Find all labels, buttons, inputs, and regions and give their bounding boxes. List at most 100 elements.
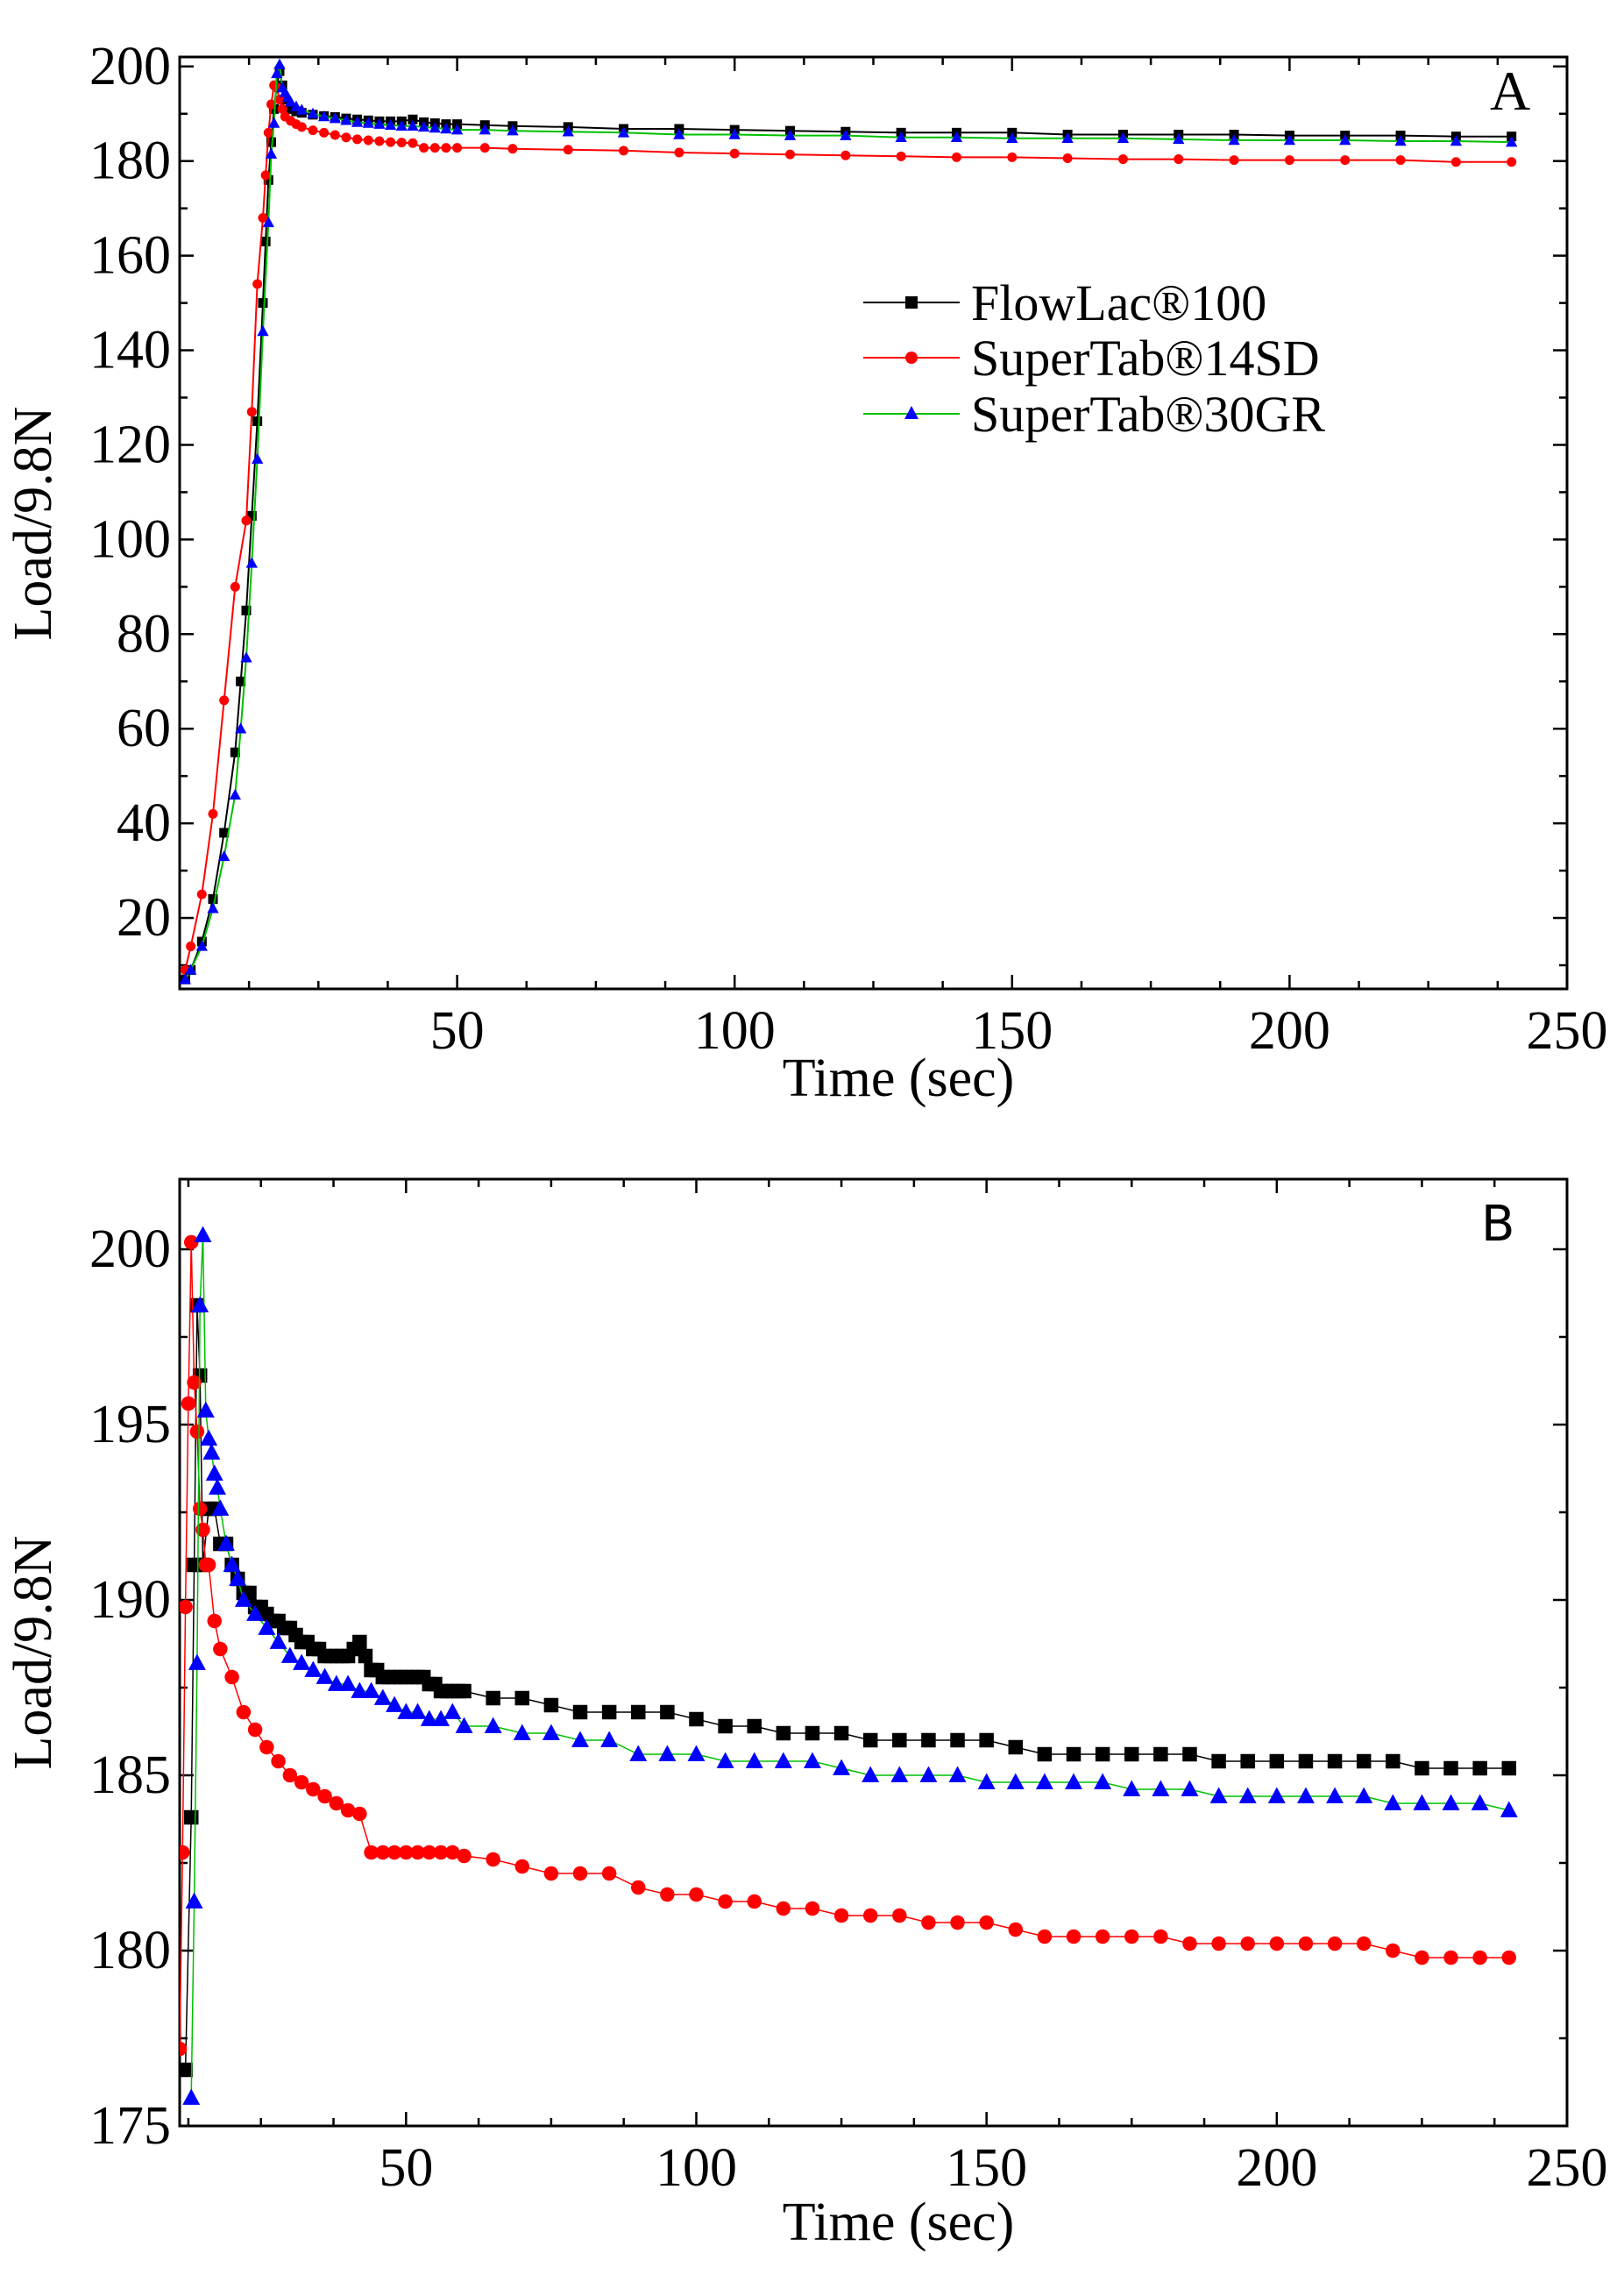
data-point-supertab30gr-b xyxy=(217,1534,235,1551)
data-point-supertab14sd-b xyxy=(399,1845,414,1860)
data-point-flowlac100-b xyxy=(1298,1753,1314,1769)
data-point-supertab14sd-a xyxy=(330,130,340,140)
data-point-supertab14sd-a xyxy=(246,407,257,417)
data-point-supertab14sd-b xyxy=(1095,1929,1110,1944)
data-point-supertab14sd-b xyxy=(187,1375,202,1390)
data-point-supertab30gr-b xyxy=(196,1401,215,1418)
data-point-supertab30gr-a xyxy=(1339,133,1351,146)
data-point-supertab14sd-a xyxy=(896,151,906,161)
data-point-supertab30gr-a xyxy=(1283,133,1296,146)
data-point-supertab30gr-b xyxy=(484,1717,502,1733)
data-point-supertab30gr-a xyxy=(1061,132,1074,144)
data-point-supertab30gr-b xyxy=(542,1724,560,1740)
data-point-supertab30gr-b xyxy=(194,1226,212,1242)
data-point-supertab14sd-a xyxy=(396,138,407,148)
y-tick-label-a: 120 xyxy=(89,415,171,474)
data-point-supertab14sd-b xyxy=(457,1848,472,1864)
series-line-supertab30gr-b xyxy=(190,1234,1509,2099)
legend-marker-flowlac xyxy=(905,296,918,309)
data-point-supertab30gr-b xyxy=(687,1745,706,1761)
y-tick-label-a: 60 xyxy=(117,699,171,758)
data-point-flowlac100-b xyxy=(1269,1753,1285,1769)
y-tick-label-a: 200 xyxy=(89,37,171,96)
data-point-supertab30gr-b xyxy=(1006,1773,1025,1789)
data-point-supertab30gr-a xyxy=(340,114,352,125)
data-point-supertab30gr-a xyxy=(218,850,230,862)
data-point-supertab14sd-a xyxy=(429,143,440,153)
series-flowlac100-b xyxy=(180,1297,1517,2078)
data-point-supertab30gr-a xyxy=(562,125,574,137)
data-point-supertab30gr-b xyxy=(629,1745,648,1761)
data-point-supertab30gr-a xyxy=(185,963,197,975)
series-line-supertab30gr-a xyxy=(184,64,1512,980)
x-tick-label-b: 200 xyxy=(1236,2138,1317,2198)
data-point-supertab14sd-b xyxy=(352,1806,367,1822)
data-point-supertab14sd-a xyxy=(274,95,285,105)
chart-panel-a: 50 100 150 200 250 20 40 60 80 100 120 140 160 180 200… xyxy=(4,37,1608,1108)
data-point-supertab30gr-b xyxy=(209,1478,227,1495)
data-point-supertab14sd-a xyxy=(230,581,240,592)
data-point-supertab30gr-a xyxy=(1228,133,1240,146)
data-point-supertab30gr-b xyxy=(1238,1787,1257,1803)
data-point-supertab14sd-b xyxy=(180,1599,193,1615)
data-point-supertab30gr-b xyxy=(397,1703,415,1719)
data-point-supertab14sd-a xyxy=(252,279,263,289)
data-point-supertab30gr-b xyxy=(205,1464,223,1481)
data-point-supertab30gr-b xyxy=(571,1731,589,1747)
data-point-supertab14sd-b xyxy=(776,1901,791,1916)
data-point-flowlac100-b xyxy=(514,1690,530,1706)
data-point-supertab30gr-b xyxy=(223,1555,241,1572)
data-point-supertab30gr-b xyxy=(191,1296,209,1312)
data-point-supertab30gr-b xyxy=(455,1717,473,1733)
data-point-supertab30gr-a xyxy=(429,121,441,133)
data-point-supertab30gr-a xyxy=(728,128,741,139)
x-tick-label-b: 150 xyxy=(946,2138,1027,2198)
data-point-supertab14sd-b xyxy=(213,1641,228,1657)
data-point-supertab14sd-b xyxy=(950,1915,965,1930)
data-point-supertab14sd-a xyxy=(1007,152,1018,162)
data-point-supertab30gr-b xyxy=(1296,1787,1315,1803)
data-point-supertab30gr-b xyxy=(833,1759,851,1775)
data-point-supertab14sd-b xyxy=(1037,1929,1053,1944)
data-point-supertab30gr-a xyxy=(295,103,308,115)
data-point-supertab14sd-a xyxy=(363,135,373,146)
data-point-supertab30gr-b xyxy=(293,1653,311,1670)
data-point-supertab30gr-a xyxy=(617,126,630,138)
data-point-supertab30gr-a xyxy=(784,129,797,140)
data-point-supertab14sd-a xyxy=(1174,154,1184,165)
data-point-supertab30gr-b xyxy=(432,1710,450,1726)
data-point-flowlac100-a xyxy=(258,298,268,309)
series-group-b xyxy=(180,1226,1518,2105)
data-point-supertab14sd-a xyxy=(266,99,276,110)
data-point-supertab14sd-b xyxy=(486,1852,500,1867)
data-point-flowlac100-a xyxy=(291,106,301,117)
y-axis-title-b: Load/9.8N xyxy=(4,1536,63,1770)
data-point-supertab30gr-a xyxy=(1117,132,1130,144)
data-point-supertab30gr-a xyxy=(450,124,464,135)
data-point-supertab14sd-a xyxy=(241,515,252,526)
data-point-supertab14sd-b xyxy=(862,1908,878,1923)
data-point-supertab30gr-b xyxy=(443,1703,462,1719)
data-point-supertab14sd-b xyxy=(180,2041,188,2057)
data-point-supertab30gr-b xyxy=(316,1667,334,1684)
legend: FlowLac®100 SuperTab®14SD SuperTab®30GR xyxy=(863,274,1325,443)
data-point-flowlac100-b xyxy=(862,1732,878,1748)
data-point-supertab14sd-b xyxy=(1356,1936,1372,1951)
data-point-supertab30gr-b xyxy=(1355,1787,1373,1803)
data-point-supertab30gr-a xyxy=(317,110,330,122)
data-point-supertab30gr-b xyxy=(304,1660,323,1677)
data-point-supertab14sd-b xyxy=(1124,1929,1139,1944)
data-point-supertab30gr-a xyxy=(395,119,408,132)
data-point-flowlac100-b xyxy=(718,1718,733,1734)
data-point-supertab14sd-b xyxy=(805,1901,820,1916)
data-point-supertab14sd-b xyxy=(224,1669,239,1685)
data-point-supertab30gr-a xyxy=(207,902,219,914)
data-point-supertab14sd-b xyxy=(1269,1936,1285,1951)
data-point-flowlac100-a xyxy=(230,747,240,757)
data-point-flowlac100-a xyxy=(236,676,246,686)
data-point-supertab14sd-b xyxy=(364,1845,379,1860)
data-point-supertab14sd-b xyxy=(192,1501,208,1517)
data-point-supertab14sd-b xyxy=(271,1753,286,1769)
y-tick-label-b: 180 xyxy=(89,1921,171,1980)
